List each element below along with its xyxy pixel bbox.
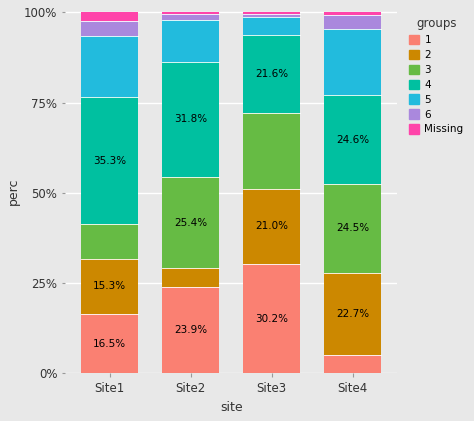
Legend: 1, 2, 3, 4, 5, 6, Missing: 1, 2, 3, 4, 5, 6, Missing: [406, 14, 467, 138]
Text: 15.3%: 15.3%: [93, 281, 126, 291]
Text: 24.5%: 24.5%: [336, 224, 369, 234]
Text: 16.5%: 16.5%: [93, 338, 126, 349]
Bar: [324, 12, 381, 15]
Bar: [162, 287, 219, 373]
Text: 21.6%: 21.6%: [255, 69, 288, 79]
Bar: [162, 62, 219, 177]
Text: 35.3%: 35.3%: [93, 156, 126, 165]
X-axis label: site: site: [220, 401, 243, 414]
Bar: [82, 12, 138, 21]
Bar: [243, 17, 300, 35]
Bar: [82, 314, 138, 373]
Bar: [324, 29, 381, 96]
Bar: [82, 97, 138, 224]
Bar: [162, 14, 219, 19]
Bar: [243, 189, 300, 264]
Text: 31.8%: 31.8%: [174, 114, 207, 124]
Bar: [162, 177, 219, 268]
Bar: [82, 36, 138, 97]
Bar: [324, 96, 381, 184]
Text: 23.9%: 23.9%: [174, 325, 207, 335]
Bar: [243, 35, 300, 113]
Bar: [243, 113, 300, 189]
Bar: [162, 12, 219, 14]
Bar: [162, 268, 219, 287]
Bar: [243, 12, 300, 14]
Y-axis label: perc: perc: [7, 177, 20, 205]
Text: 22.7%: 22.7%: [336, 309, 369, 319]
Bar: [324, 184, 381, 273]
Text: 25.4%: 25.4%: [174, 218, 207, 227]
Bar: [82, 224, 138, 258]
Bar: [82, 21, 138, 36]
Bar: [162, 19, 219, 62]
Bar: [243, 14, 300, 17]
Text: 21.0%: 21.0%: [255, 221, 288, 232]
Bar: [243, 264, 300, 373]
Bar: [82, 258, 138, 314]
Text: 30.2%: 30.2%: [255, 314, 288, 324]
Bar: [324, 15, 381, 29]
Text: 24.6%: 24.6%: [336, 135, 369, 145]
Bar: [324, 273, 381, 355]
Bar: [324, 355, 381, 373]
